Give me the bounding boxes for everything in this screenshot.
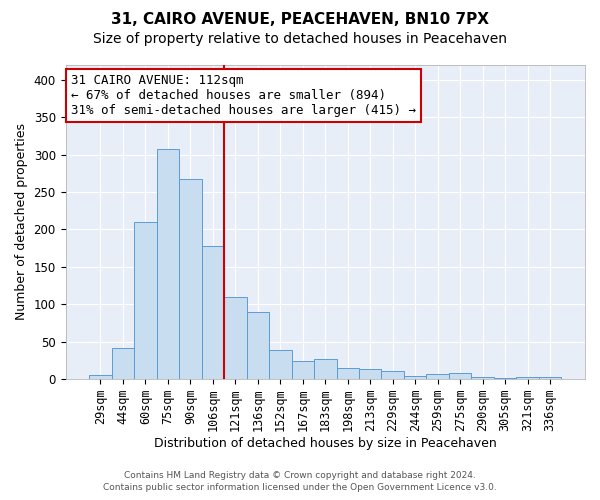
Bar [247, 312, 269, 379]
Bar [112, 348, 134, 379]
Bar [539, 376, 562, 379]
Bar [359, 370, 382, 379]
Text: 31 CAIRO AVENUE: 112sqm
← 67% of detached houses are smaller (894)
31% of semi-d: 31 CAIRO AVENUE: 112sqm ← 67% of detache… [71, 74, 416, 118]
Bar [404, 376, 427, 379]
Bar [472, 378, 494, 379]
Bar [269, 350, 292, 379]
Bar [134, 222, 157, 379]
Text: 31, CAIRO AVENUE, PEACEHAVEN, BN10 7PX: 31, CAIRO AVENUE, PEACEHAVEN, BN10 7PX [111, 12, 489, 28]
Bar [337, 368, 359, 379]
Y-axis label: Number of detached properties: Number of detached properties [15, 124, 28, 320]
X-axis label: Distribution of detached houses by size in Peacehaven: Distribution of detached houses by size … [154, 437, 497, 450]
Text: Size of property relative to detached houses in Peacehaven: Size of property relative to detached ho… [93, 32, 507, 46]
Bar [314, 359, 337, 379]
Bar [494, 378, 517, 379]
Bar [157, 150, 179, 379]
Bar [292, 361, 314, 379]
Bar [427, 374, 449, 379]
Bar [89, 375, 112, 379]
Bar [517, 378, 539, 379]
Bar [224, 298, 247, 379]
Bar [202, 246, 224, 379]
Bar [179, 178, 202, 379]
Text: Contains HM Land Registry data © Crown copyright and database right 2024.
Contai: Contains HM Land Registry data © Crown c… [103, 471, 497, 492]
Bar [449, 373, 472, 379]
Bar [382, 370, 404, 379]
